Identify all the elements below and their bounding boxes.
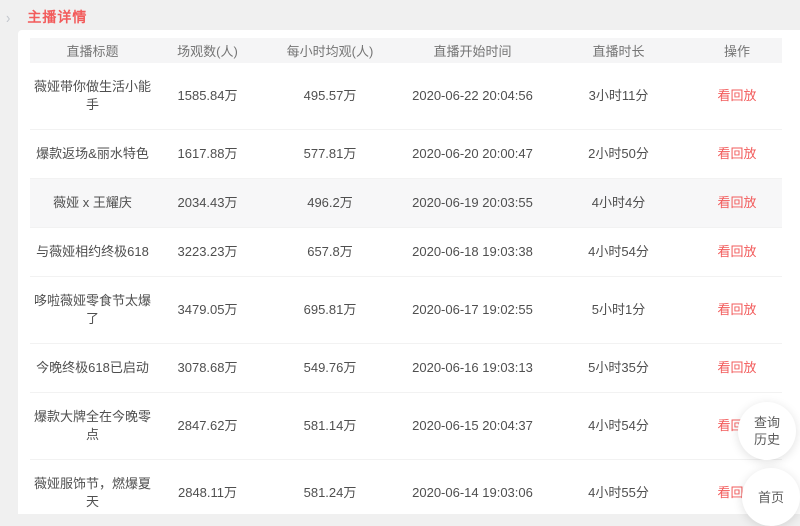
table-row: 爆款返场&丽水特色 1617.88万 577.81万 2020-06-20 20… [30,129,782,179]
cell-viewers: 2847.62万 [155,392,260,460]
cell-hourly-avg: 657.8万 [260,227,400,277]
cell-viewers: 3479.05万 [155,276,260,344]
table-header-row: 直播标题 场观数(人) 每小时均观(人) 直播开始时间 直播时长 操作 [30,38,782,63]
cell-title: 哆啦薇娅零食节太爆了 [30,276,155,344]
column-header-viewers: 场观数(人) [155,38,260,63]
cell-title: 薇娅 x 王耀庆 [30,178,155,228]
cell-start-time: 2020-06-18 19:03:38 [400,227,545,277]
cell-hourly-avg: 495.57万 [260,63,400,130]
cell-hourly-avg: 577.81万 [260,129,400,179]
table-row: 薇娅带你做生活小能手 1585.84万 495.57万 2020-06-22 2… [30,63,782,130]
cell-viewers: 1585.84万 [155,63,260,130]
column-header-action: 操作 [692,38,782,63]
cell-hourly-avg: 581.14万 [260,392,400,460]
watch-replay-link[interactable]: 看回放 [717,88,757,103]
cell-viewers: 1617.88万 [155,129,260,179]
watch-replay-link[interactable]: 看回放 [717,360,757,375]
cell-action: 看回放 [692,178,782,228]
breadcrumb: › 主播详情 [6,7,87,27]
cell-start-time: 2020-06-17 19:02:55 [400,276,545,344]
cell-viewers: 2034.43万 [155,178,260,228]
cell-start-time: 2020-06-16 19:03:13 [400,343,545,393]
page-title: 主播详情 [27,9,88,25]
cell-hourly-avg: 581.24万 [260,459,400,514]
table-row: 今晚终极618已启动 3078.68万 549.76万 2020-06-16 1… [30,343,782,393]
cell-title: 爆款大牌全在今晚零点 [30,392,155,460]
cell-title: 爆款返场&丽水特色 [30,129,155,179]
cell-duration: 5小时1分 [545,276,692,344]
watch-replay-link[interactable]: 看回放 [717,244,757,259]
cell-hourly-avg: 695.81万 [260,276,400,344]
query-history-button[interactable]: 查询历史 [738,402,796,460]
query-history-label: 查询历史 [753,415,780,447]
cell-title: 与薇娅相约终极618 [30,227,155,277]
cell-viewers: 3223.23万 [155,227,260,277]
column-header-hourly-avg: 每小时均观(人) [260,38,400,63]
home-label: 首页 [757,489,784,505]
cell-duration: 5小时35分 [545,343,692,393]
content-card: 直播标题 场观数(人) 每小时均观(人) 直播开始时间 直播时长 操作 薇娅带你… [18,30,800,514]
home-button[interactable]: 首页 [742,468,800,526]
cell-action: 看回放 [692,276,782,344]
table-row: 薇娅 x 王耀庆 2034.43万 496.2万 2020-06-19 20:0… [30,178,782,228]
cell-duration: 4小时4分 [545,178,692,228]
cell-hourly-avg: 496.2万 [260,178,400,228]
table-row: 爆款大牌全在今晚零点 2847.62万 581.14万 2020-06-15 2… [30,392,782,460]
cell-title: 今晚终极618已启动 [30,343,155,393]
cell-action: 看回放 [692,129,782,179]
column-header-duration: 直播时长 [545,38,692,63]
table-row: 薇娅服饰节，燃爆夏天 2848.11万 581.24万 2020-06-14 1… [30,459,782,514]
cell-title: 薇娅服饰节，燃爆夏天 [30,459,155,514]
column-header-title: 直播标题 [30,38,155,63]
table-row: 哆啦薇娅零食节太爆了 3479.05万 695.81万 2020-06-17 1… [30,276,782,344]
watch-replay-link[interactable]: 看回放 [717,146,757,161]
cell-start-time: 2020-06-20 20:00:47 [400,129,545,179]
watch-replay-link[interactable]: 看回放 [717,195,757,210]
cell-start-time: 2020-06-14 19:03:06 [400,459,545,514]
cell-title: 薇娅带你做生活小能手 [30,63,155,130]
cell-duration: 3小时11分 [545,63,692,130]
table-row: 与薇娅相约终极618 3223.23万 657.8万 2020-06-18 19… [30,227,782,277]
livestream-table: 直播标题 场观数(人) 每小时均观(人) 直播开始时间 直播时长 操作 薇娅带你… [30,38,782,514]
cell-duration: 4小时54分 [545,392,692,460]
cell-viewers: 3078.68万 [155,343,260,393]
cell-duration: 4小时54分 [545,227,692,277]
chevron-right-icon: › [6,8,11,26]
cell-start-time: 2020-06-19 20:03:55 [400,178,545,228]
table-body: 薇娅带你做生活小能手 1585.84万 495.57万 2020-06-22 2… [30,63,782,514]
column-header-start-time: 直播开始时间 [400,38,545,63]
cell-action: 看回放 [692,343,782,393]
cell-duration: 2小时50分 [545,129,692,179]
cell-action: 看回放 [692,227,782,277]
cell-hourly-avg: 549.76万 [260,343,400,393]
cell-start-time: 2020-06-15 20:04:37 [400,392,545,460]
cell-duration: 4小时55分 [545,459,692,514]
cell-viewers: 2848.11万 [155,459,260,514]
cell-start-time: 2020-06-22 20:04:56 [400,63,545,130]
watch-replay-link[interactable]: 看回放 [717,302,757,317]
cell-action: 看回放 [692,63,782,130]
